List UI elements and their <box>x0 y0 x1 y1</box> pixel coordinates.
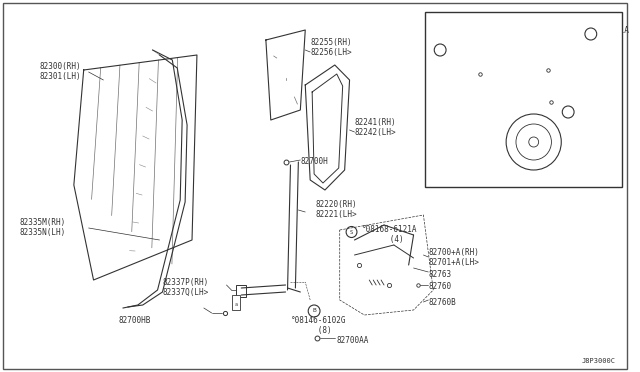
Text: 82220(RH)
82221(LH>: 82220(RH) 82221(LH> <box>315 200 356 219</box>
Text: a: a <box>234 302 237 307</box>
Text: 82700(RH)
82701(LH>: 82700(RH) 82701(LH> <box>517 76 559 95</box>
Text: 82760: 82760 <box>428 282 451 291</box>
Text: B: B <box>566 109 570 115</box>
Text: S: S <box>438 48 442 52</box>
Text: S: S <box>589 32 593 36</box>
Text: (4): (4) <box>584 40 597 46</box>
Text: 82763: 82763 <box>428 270 451 279</box>
Text: J8P3000C: J8P3000C <box>581 358 616 364</box>
Bar <box>236 285 246 297</box>
Text: (6): (6) <box>430 54 443 61</box>
Text: 08310-61612: 08310-61612 <box>429 40 480 49</box>
Text: 82752(RH)
82753(LH>: 82752(RH) 82753(LH> <box>563 147 605 166</box>
Text: °08146-6102G
      (8): °08146-6102G (8) <box>291 316 346 336</box>
Text: S: S <box>350 230 353 234</box>
Text: 82300(RH)
82301(LH): 82300(RH) 82301(LH) <box>40 62 81 81</box>
Text: 08168-6121A: 08168-6121A <box>578 26 629 35</box>
Text: 82700H: 82700H <box>300 157 328 166</box>
Text: °08168-6121A
      (4): °08168-6121A (4) <box>362 225 418 244</box>
Bar <box>426 12 622 187</box>
Text: B: B <box>312 308 316 314</box>
Text: 82255(RH)
82256(LH>: 82255(RH) 82256(LH> <box>310 38 352 57</box>
Text: 82700+A(RH)
82701+A(LH>: 82700+A(RH) 82701+A(LH> <box>428 248 479 267</box>
Text: 82760B: 82760B <box>428 298 456 307</box>
Bar <box>232 295 240 310</box>
Text: 82700HB: 82700HB <box>118 316 150 325</box>
Text: 82337P(RH)
82337Q(LH>: 82337P(RH) 82337Q(LH> <box>163 278 209 297</box>
Text: (8): (8) <box>566 122 579 128</box>
Text: 08146-6102G: 08146-6102G <box>561 114 608 120</box>
Text: F/POWER WINDOWS: F/POWER WINDOWS <box>430 17 500 26</box>
Text: 82700AA: 82700AA <box>337 336 369 345</box>
Text: 82241(RH)
82242(LH>: 82241(RH) 82242(LH> <box>355 118 396 137</box>
Text: 82335M(RH)
82335N(LH): 82335M(RH) 82335N(LH) <box>20 218 66 237</box>
